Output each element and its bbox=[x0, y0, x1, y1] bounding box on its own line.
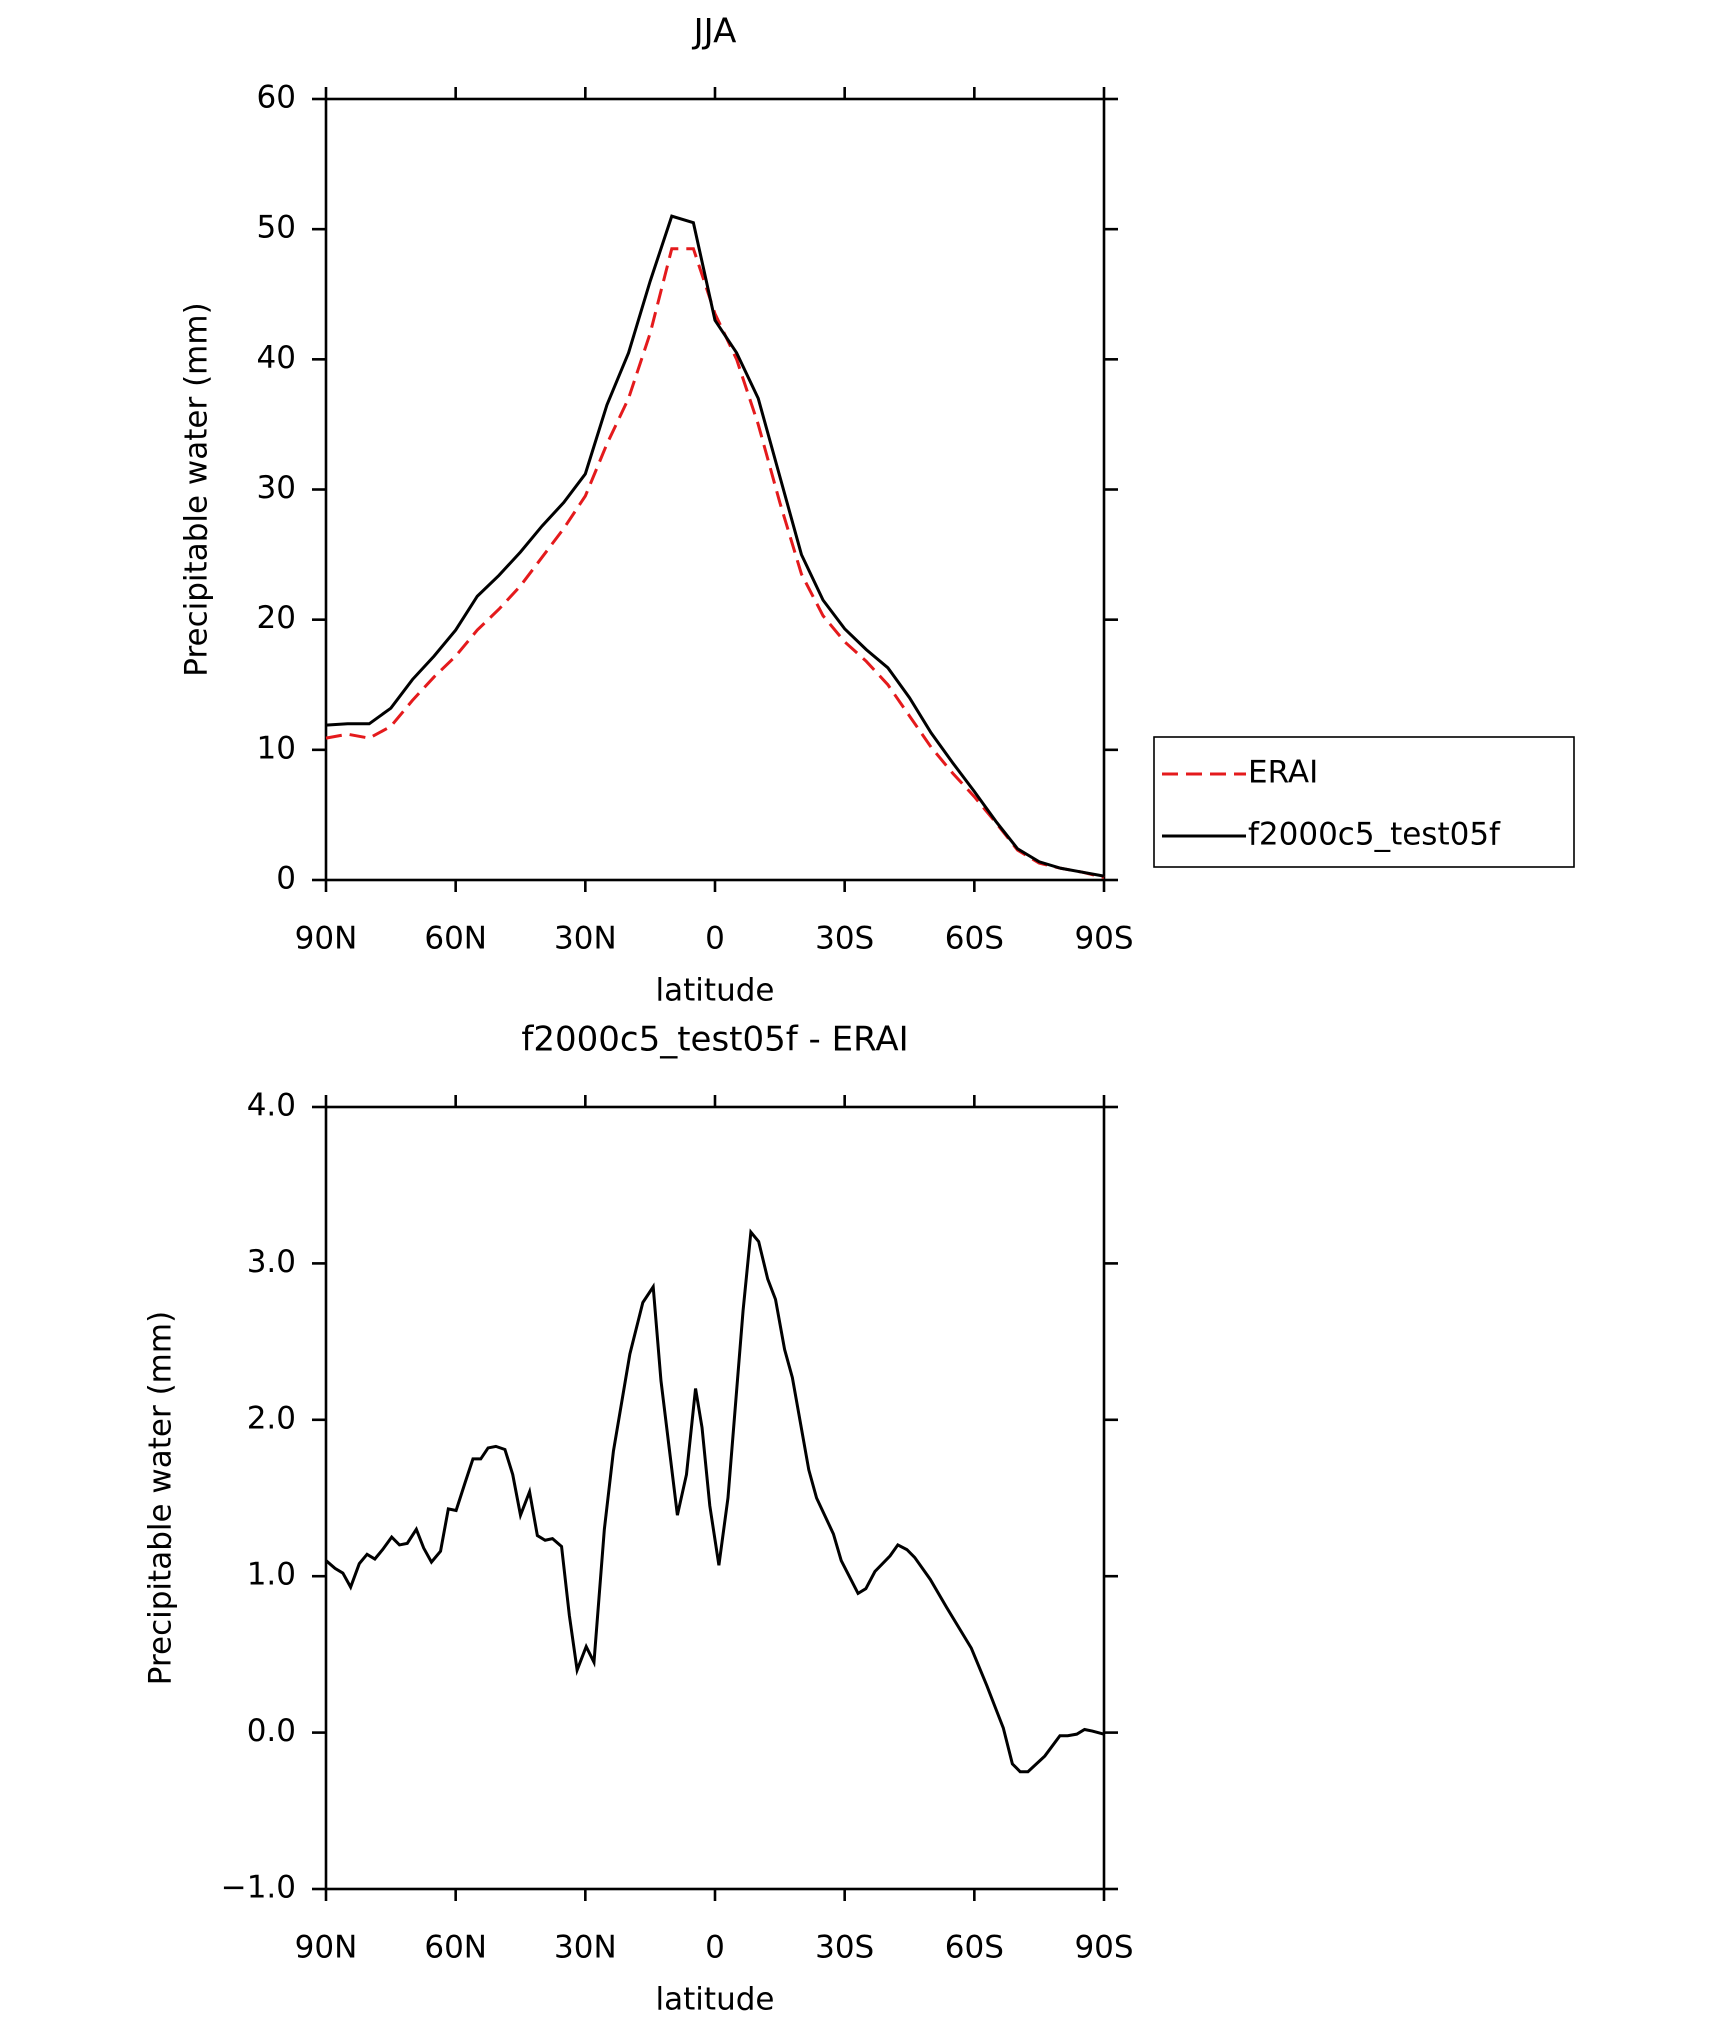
y-tick-label: 20 bbox=[257, 600, 296, 636]
y-tick-label: 0.0 bbox=[247, 1713, 296, 1749]
y-tick-label: 40 bbox=[257, 340, 296, 376]
x-tick-label: 90N bbox=[295, 1930, 358, 1966]
data-line bbox=[325, 247, 1105, 879]
x-tick-label: 90N bbox=[295, 921, 358, 957]
x-tick-label: 30N bbox=[554, 1930, 617, 1966]
y-tick-label: 30 bbox=[257, 470, 296, 506]
legend-label: f2000c5_test05f bbox=[1248, 817, 1501, 853]
x-axis-label: latitude bbox=[656, 973, 775, 1009]
x-tick-label: 30N bbox=[554, 921, 617, 957]
x-tick-label: 90S bbox=[1074, 1930, 1133, 1966]
chart-title: f2000c5_test05f - ERAI bbox=[521, 1020, 908, 1060]
data-line bbox=[325, 214, 1105, 878]
x-tick-label: 30S bbox=[815, 921, 874, 957]
y-tick-label: 4.0 bbox=[247, 1088, 296, 1124]
x-axis-label: latitude bbox=[656, 1982, 775, 2018]
x-tick-label: 60N bbox=[424, 1930, 487, 1966]
y-axis-label: Precipitable water (mm) bbox=[143, 1311, 179, 1685]
legend-label: ERAI bbox=[1248, 755, 1318, 791]
legend-box bbox=[1153, 736, 1575, 868]
chart-title: JJA bbox=[692, 12, 737, 52]
plot-frame bbox=[324, 1105, 1106, 1891]
y-tick-label: 1.0 bbox=[247, 1557, 296, 1593]
y-tick-label: 3.0 bbox=[247, 1244, 296, 1280]
y-tick-label: 2.0 bbox=[247, 1400, 296, 1436]
y-tick-label: 10 bbox=[257, 730, 296, 766]
y-tick-label: 0 bbox=[276, 861, 296, 897]
x-tick-label: 90S bbox=[1074, 921, 1133, 957]
x-tick-label: 60N bbox=[424, 921, 487, 957]
y-tick-label: 50 bbox=[257, 210, 296, 246]
y-tick-label: 60 bbox=[257, 80, 296, 116]
data-line bbox=[325, 1228, 1105, 1774]
x-tick-label: 60S bbox=[945, 921, 1004, 957]
x-tick-label: 60S bbox=[945, 1930, 1004, 1966]
x-tick-label: 0 bbox=[705, 1930, 725, 1966]
y-tick-label: −1.0 bbox=[221, 1870, 296, 1906]
plot-frame bbox=[324, 97, 1106, 882]
x-tick-label: 30S bbox=[815, 1930, 874, 1966]
x-tick-label: 0 bbox=[705, 921, 725, 957]
y-axis-label: Precipitable water (mm) bbox=[179, 302, 215, 676]
